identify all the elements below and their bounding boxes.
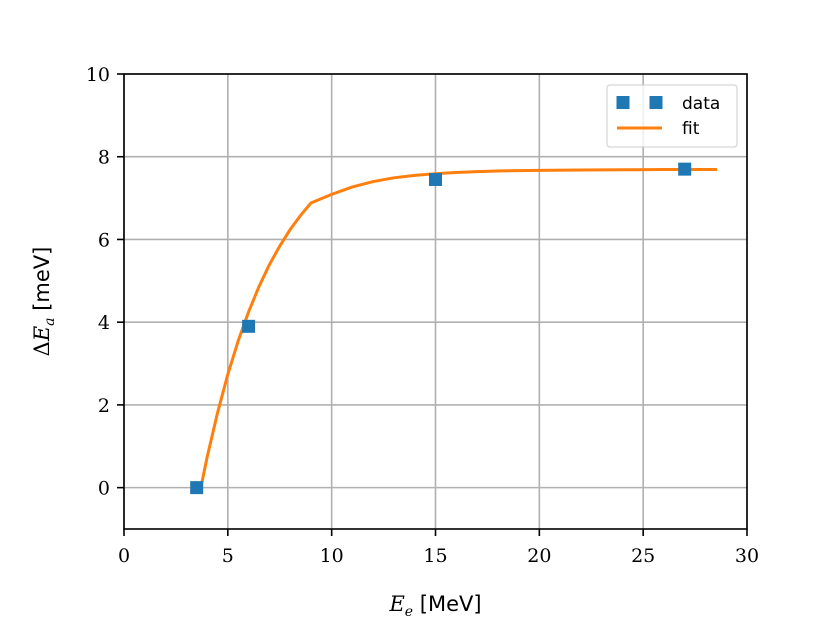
x-tick-label: 10 [320, 545, 344, 567]
x-tick-label: 25 [631, 545, 655, 567]
y-tick-label: 8 [98, 147, 110, 169]
legend-data-label: data [682, 94, 720, 114]
x-tick-label: 5 [222, 545, 234, 567]
x-tick-label: 30 [735, 545, 759, 567]
data-point [242, 319, 256, 333]
y-tick-label: 0 [98, 478, 110, 500]
x-tick-label: 0 [118, 545, 130, 567]
y-axis-symbol: E [30, 326, 54, 342]
axis-ticks: 0 5 10 15 20 25 30 0 2 4 6 8 10 [86, 64, 759, 567]
legend-data-marker [616, 96, 630, 109]
x-axis-label: Ee [MeV] [388, 592, 481, 620]
x-tick-label: 15 [423, 545, 447, 567]
y-tick-label: 4 [98, 312, 110, 334]
data-point [190, 481, 204, 495]
legend-box [606, 84, 738, 148]
data-point [429, 172, 442, 186]
y-tick-label: 2 [98, 395, 110, 417]
x-tick-label: 20 [527, 545, 551, 567]
y-tick-label: 10 [86, 64, 110, 86]
x-axis-unit: [MeV] [413, 592, 481, 616]
legend-data-marker [649, 96, 663, 109]
y-axis-label: ΔEa [meV] [30, 247, 58, 357]
data-point [678, 162, 692, 176]
legend: data fit [606, 84, 738, 148]
series-layer [190, 162, 718, 495]
y-axis-prefix: Δ [30, 341, 54, 356]
fit-line [199, 168, 718, 490]
y-tick-label: 6 [98, 229, 110, 251]
legend-fit-label: fit [682, 119, 700, 139]
y-axis-unit: [meV] [30, 247, 54, 318]
x-axis-symbol: E [388, 592, 404, 616]
grid [123, 73, 748, 529]
x-axis-subscript: e [405, 604, 413, 620]
y-axis-subscript: a [42, 317, 58, 325]
